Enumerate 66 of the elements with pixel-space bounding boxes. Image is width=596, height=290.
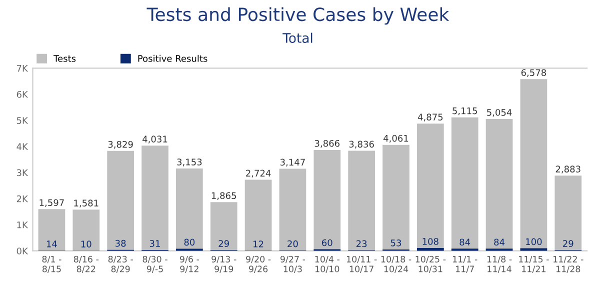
data-label: 5,115 xyxy=(452,108,477,116)
data-label: 4,875 xyxy=(418,114,443,122)
data-label: 14 xyxy=(46,240,57,248)
x-tick-label: 9/6 - 9/12 xyxy=(180,256,200,273)
y-tick-label: 2K xyxy=(16,195,28,202)
data-label: 12 xyxy=(254,240,264,248)
x-tick-label: 9/13 - 9/19 xyxy=(212,256,236,273)
data-label: 84 xyxy=(494,238,505,246)
data-label: 108 xyxy=(422,238,438,245)
legend-label: Positive Results xyxy=(138,54,208,62)
y-tick-label: 7K xyxy=(16,65,28,72)
data-label: 2,724 xyxy=(246,170,271,178)
data-label: 38 xyxy=(116,240,126,247)
x-tick-label: 11/1 - 11/7 xyxy=(453,256,478,273)
data-label: 53 xyxy=(390,240,402,246)
data-label: 1,597 xyxy=(40,199,64,207)
data-label: 80 xyxy=(184,238,195,246)
y-tick-label: 1K xyxy=(17,222,28,228)
x-tick-label: 11/15 - 11/21 xyxy=(519,256,549,273)
y-tick-label: 6K xyxy=(16,90,28,98)
x-tick-label: 11/22 - 11/28 xyxy=(554,256,584,273)
legend-label: Tests xyxy=(54,55,76,62)
data-label: 31 xyxy=(150,240,160,247)
data-label: 1,581 xyxy=(74,200,98,208)
bar xyxy=(520,248,548,251)
bar xyxy=(176,168,203,251)
data-label: 29 xyxy=(218,240,229,247)
y-tick-label: 0K xyxy=(16,248,28,254)
x-tick-label: 8/1 - 8/15 xyxy=(42,256,62,273)
data-label: 6,578 xyxy=(521,69,546,77)
data-label: 84 xyxy=(460,238,470,246)
x-tick-label: 10/4 - 10/10 xyxy=(315,256,340,273)
data-label: 3,866 xyxy=(314,140,340,148)
bar xyxy=(451,117,478,251)
x-tick-label: 8/30 - 9/-5 xyxy=(142,256,168,273)
chart-subtitle: Total xyxy=(282,32,312,43)
data-label: 60 xyxy=(322,239,332,246)
x-tick-label: 11/8 - 11/14 xyxy=(487,256,512,273)
x-tick-label: 8/16 - 8/22 xyxy=(74,256,99,273)
bar xyxy=(416,124,444,251)
chart-title: Tests and Positive Cases by Week xyxy=(146,7,450,25)
bar xyxy=(520,79,548,251)
y-tick-label: 4K xyxy=(16,143,28,150)
data-label: 1,865 xyxy=(212,192,236,200)
x-tick-label: 9/27 - 10/3 xyxy=(280,256,306,273)
data-label: 23 xyxy=(356,240,367,248)
y-tick-label: 5K xyxy=(16,117,28,124)
x-tick-label: 10/25 - 10/31 xyxy=(416,256,446,273)
x-tick-label: 10/18 - 10/24 xyxy=(381,256,412,273)
data-label: 3,836 xyxy=(349,140,374,149)
x-tick-label: 9/20 - 9/26 xyxy=(246,256,271,273)
data-label: 4,031 xyxy=(142,136,168,144)
y-tick-label: 3K xyxy=(16,169,28,176)
data-label: 100 xyxy=(526,238,542,246)
data-label: 29 xyxy=(563,240,574,247)
data-label: 5,054 xyxy=(487,108,512,117)
data-label: 3,829 xyxy=(108,140,133,149)
data-label: 2,883 xyxy=(556,166,580,174)
x-tick-label: 10/11 - 10/17 xyxy=(346,256,377,273)
data-label: 20 xyxy=(288,240,298,248)
bar xyxy=(486,118,513,251)
data-label: 10 xyxy=(81,240,92,248)
data-label: 4,061 xyxy=(384,134,408,143)
data-label: 3,147 xyxy=(280,158,305,166)
data-label: 3,153 xyxy=(177,158,202,166)
x-tick-label: 8/23 - 8/29 xyxy=(108,256,133,273)
